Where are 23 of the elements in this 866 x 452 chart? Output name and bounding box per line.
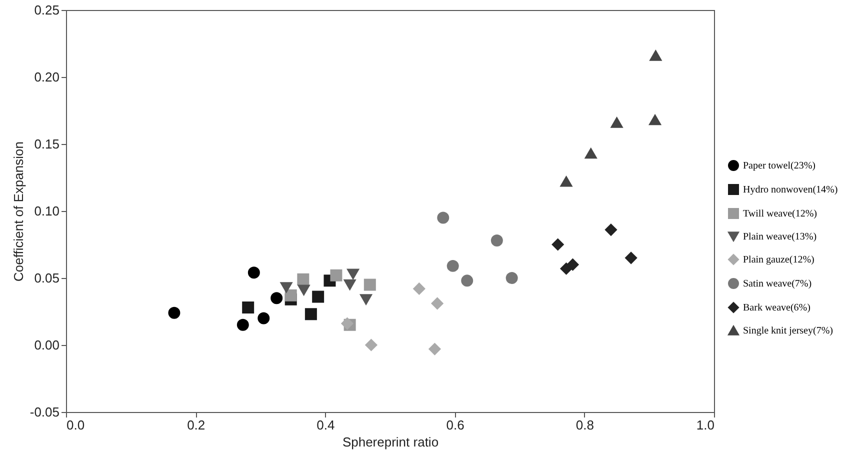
x-tick-label: 0.0: [66, 418, 85, 432]
y-tick-label: 0.15: [34, 136, 60, 152]
y-axis-title: Coefficient of Expansion: [10, 142, 26, 282]
legend-label: Paper towel(23%): [743, 160, 816, 172]
y-tick-label: 0.25: [34, 2, 60, 18]
legend-label: Satin weave(7%): [743, 278, 812, 290]
y-tick-label: -0.05: [30, 404, 60, 420]
legend-label: Hydro nonwoven(14%): [743, 184, 838, 196]
x-tick-label: 0.2: [187, 418, 206, 432]
y-tick-label: 0.10: [34, 204, 60, 218]
legend-label: Single knit jersey(7%): [743, 326, 833, 336]
legend-label: Plain weave(13%): [743, 232, 817, 242]
y-tick-label: 0.00: [34, 338, 60, 352]
x-tick-label: 1.0: [696, 418, 714, 432]
x-tick-label: 0.8: [576, 418, 594, 432]
x-tick-label: 0.6: [446, 418, 464, 432]
x-axis-title: Sphereprint ratio: [342, 434, 439, 450]
y-tick-label: 0.20: [34, 70, 60, 84]
legend-label: Twill weave(12%): [743, 208, 817, 220]
x-tick-label: 0.4: [316, 418, 335, 432]
y-tick-label: 0.05: [34, 270, 60, 286]
legend-label: Plain gauze(12%): [743, 254, 814, 266]
legend-label: Bark weave(6%): [743, 302, 810, 314]
